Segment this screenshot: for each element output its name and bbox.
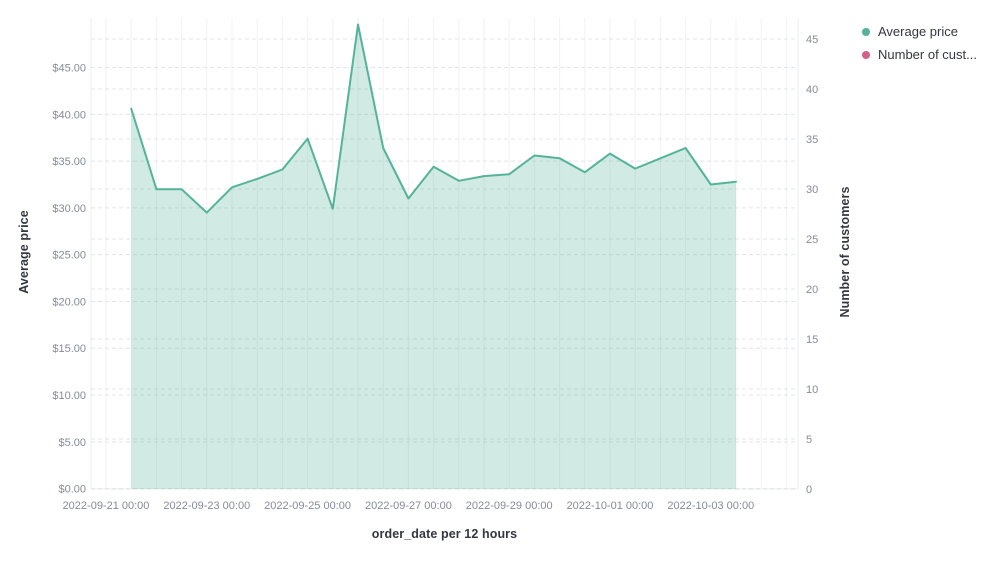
x-axis-tick-label: 2022-09-21 00:00 bbox=[63, 500, 150, 512]
y-axis-left-tick-label: $25.00 bbox=[52, 250, 86, 262]
average-price-line bbox=[130, 23, 737, 214]
y-axis-right-tick-label: 35 bbox=[806, 134, 818, 146]
y-axis-left-tick-label: $40.00 bbox=[52, 109, 86, 121]
y-axis-right-tick-label: 20 bbox=[806, 284, 818, 296]
y-axis-right-tick-label: 0 bbox=[806, 484, 812, 496]
legend: Average price Number of cust... bbox=[862, 25, 977, 62]
series-color-dot-average-price bbox=[862, 28, 870, 36]
y-axis-right-tick-label: 25 bbox=[806, 234, 818, 246]
bottom-axis-title: order_date per 12 hours bbox=[371, 527, 518, 541]
x-axis-tick-label: 2022-09-29 00:00 bbox=[466, 500, 553, 512]
x-axis-tick-label: 2022-09-23 00:00 bbox=[163, 500, 250, 512]
legend-label: Average price bbox=[878, 24, 958, 39]
y-axis-left-tick-label: $5.00 bbox=[58, 437, 86, 449]
y-axis-left-tick-label: $30.00 bbox=[52, 203, 86, 215]
y-axis-left-tick-label: $35.00 bbox=[52, 156, 86, 168]
y-axis-right-tick-label: 45 bbox=[806, 34, 818, 46]
y-axis-left-tick-label: $15.00 bbox=[52, 343, 86, 355]
x-axis-tick-label: 2022-09-27 00:00 bbox=[365, 500, 452, 512]
legend-item-number-of-customers[interactable]: Number of cust... bbox=[862, 48, 977, 62]
average-price-area bbox=[131, 24, 736, 489]
y-axis-left-tick-label: $20.00 bbox=[52, 296, 86, 308]
y-axis-right-tick-label: 5 bbox=[806, 434, 812, 446]
y-axis-right-tick-label: 10 bbox=[806, 384, 818, 396]
x-axis-tick-label: 2022-09-25 00:00 bbox=[264, 500, 351, 512]
right-axis-title: Number of customers bbox=[838, 186, 852, 318]
x-axis-tick-label: 2022-10-01 00:00 bbox=[567, 500, 654, 512]
y-axis-left-tick-label: $0.00 bbox=[58, 484, 86, 496]
legend-label: Number of cust... bbox=[878, 47, 977, 62]
x-axis-tick-label: 2022-10-03 00:00 bbox=[667, 500, 754, 512]
series-color-dot-number-of-customers bbox=[862, 51, 870, 59]
left-axis-title: Average price bbox=[17, 210, 31, 294]
legend-item-average-price[interactable]: Average price bbox=[862, 25, 977, 39]
y-axis-left-tick-label: $10.00 bbox=[52, 390, 86, 402]
y-axis-right-tick-label: 40 bbox=[806, 84, 818, 96]
y-axis-right-tick-label: 15 bbox=[806, 334, 818, 346]
y-axis-right-tick-label: 30 bbox=[806, 184, 818, 196]
y-axis-left-tick-label: $45.00 bbox=[52, 63, 86, 75]
